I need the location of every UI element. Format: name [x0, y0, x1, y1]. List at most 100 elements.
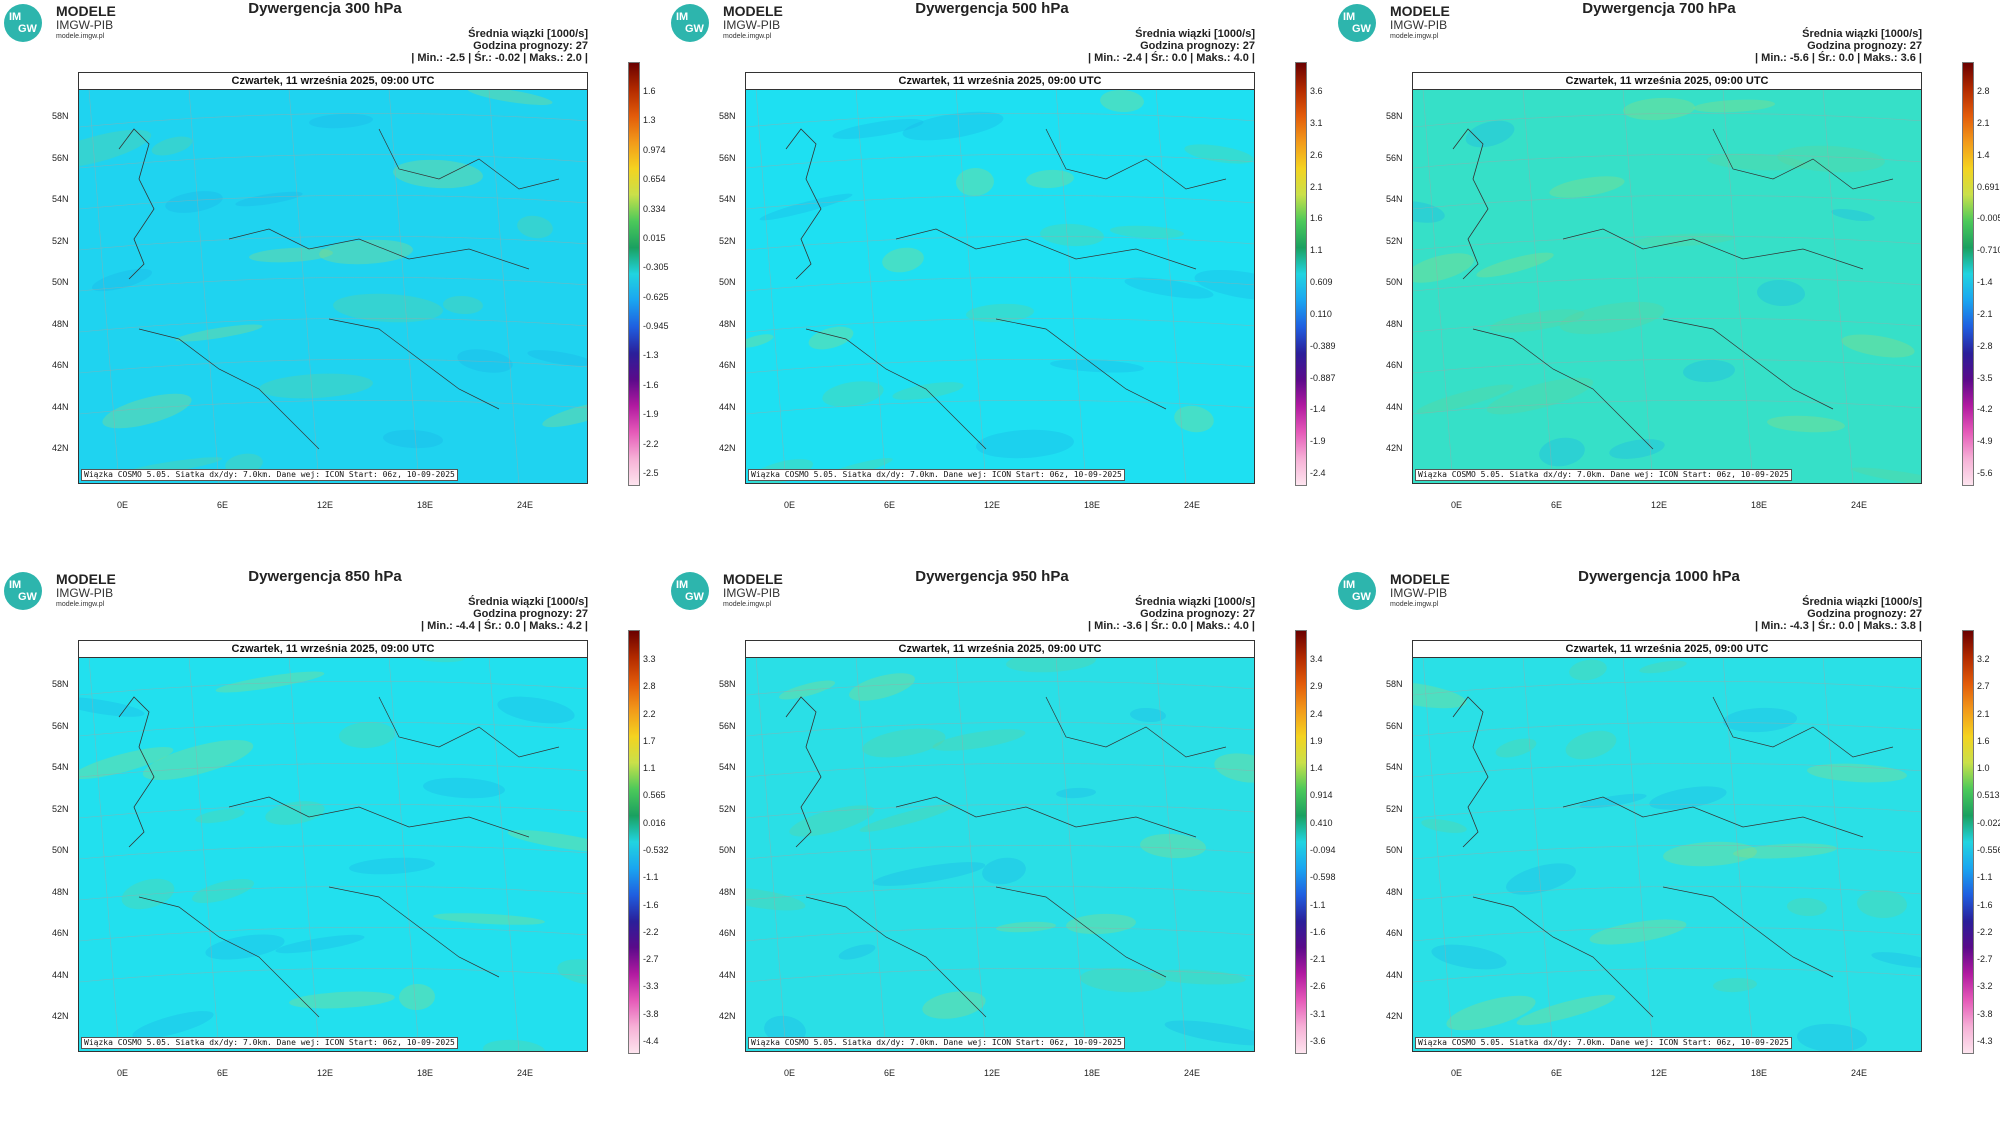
logo-circle-top: IM	[9, 11, 22, 23]
lat-label: 48N	[719, 318, 736, 329]
map-field	[79, 89, 587, 483]
lat-label: 44N	[1386, 401, 1403, 412]
colorbar-tick-label: 2.2	[643, 708, 656, 719]
lat-label: 50N	[1386, 277, 1403, 287]
lat-label: 42N	[52, 1011, 69, 1021]
colorbar-tick-label: 0.609	[1310, 277, 1333, 287]
colorbar-tick-label: 1.4	[1977, 149, 1990, 160]
colorbar	[628, 62, 640, 486]
lon-label: 18E	[1084, 500, 1101, 510]
lat-label: 46N	[719, 360, 736, 370]
lat-label: 48N	[52, 318, 69, 329]
lat-label: 46N	[719, 928, 736, 938]
colorbar	[1962, 630, 1974, 1054]
colorbar-tick-label: 3.6	[1310, 86, 1323, 96]
map-date-header: Czwartek, 11 września 2025, 09:00 UTC	[746, 641, 1254, 658]
lat-label: 54N	[719, 194, 736, 204]
colorbar-tick-label: -2.4	[1310, 468, 1326, 478]
colorbar-tick-label: 1.4	[1310, 763, 1323, 774]
logo-circle-icon: IM GW	[671, 4, 709, 42]
colorbar-tick-label: -1.9	[1310, 436, 1326, 447]
logo-line1: MODELE	[1390, 3, 1450, 19]
lat-label: 56N	[52, 152, 69, 163]
map-frame: Czwartek, 11 września 2025, 09:00 UTC Wią…	[745, 640, 1255, 1052]
lon-label: 24E	[1851, 1068, 1868, 1078]
lon-label: 18E	[417, 500, 434, 510]
logo-line3: modele.imgw.pl	[723, 601, 772, 608]
lat-label: 42N	[52, 443, 69, 453]
colorbar-tick-label: 0.015	[643, 232, 666, 243]
info-block: Średnia wiązki [1000/s] Godzina prognozy:…	[1088, 28, 1255, 64]
colorbar-tick-label: 1.6	[1310, 213, 1323, 224]
colorbar-tick-label: -1.9	[643, 409, 659, 420]
colorbar-tick-label: -2.1	[1977, 308, 1993, 319]
logo-circle-icon: IM GW	[1338, 4, 1376, 42]
lat-label: 44N	[52, 969, 69, 980]
lat-label: 52N	[1386, 803, 1403, 814]
lon-label: 18E	[417, 1068, 434, 1078]
colorbar-tick-label: -3.2	[1977, 981, 1993, 992]
lon-label: 24E	[1851, 500, 1868, 510]
colorbar-tick-label: -2.2	[1977, 926, 1993, 937]
lat-label: 50N	[719, 277, 736, 287]
lat-label: 54N	[1386, 194, 1403, 204]
colorbar	[1295, 630, 1307, 1054]
panel-title: Dywergencja 950 hPa	[915, 568, 1069, 585]
lat-label: 42N	[719, 443, 736, 453]
colorbar-tick-label: 0.410	[1310, 817, 1333, 828]
lon-label: 6E	[217, 1068, 229, 1078]
map-footer: Wiązka COSMO 5.05. Siatka dx/dy: 7.0km. …	[1415, 469, 1792, 481]
colorbar-tick-label: 0.016	[643, 817, 666, 828]
map-footer: Wiązka COSMO 5.05. Siatka dx/dy: 7.0km. …	[81, 469, 458, 481]
colorbar-tick-label: -2.5	[643, 468, 659, 478]
colorbar-tick-label: -1.1	[1977, 872, 1993, 883]
colorbar-tick-label: 0.110	[1310, 308, 1332, 319]
colorbar-tick-label: -2.8	[1977, 340, 1993, 351]
info-block: Średnia wiązki [1000/s] Godzina prognozy:…	[1755, 596, 1922, 632]
colorbar-tick-label: -4.2	[1977, 404, 1993, 415]
logo-circle-icon: IM GW	[1338, 572, 1376, 610]
logo-line1: MODELE	[1390, 571, 1450, 587]
map-footer: Wiązka COSMO 5.05. Siatka dx/dy: 7.0km. …	[748, 1037, 1125, 1049]
colorbar-tick-label: -3.1	[1310, 1008, 1326, 1019]
colorbar-tick-label: -2.1	[1310, 954, 1326, 965]
logo-circle-icon: IM GW	[4, 4, 42, 42]
logo-line2: IMGW-PIB	[723, 18, 781, 32]
map-frame: Czwartek, 11 września 2025, 09:00 UTC Wią…	[78, 72, 588, 484]
stats-line: | Min.: -2.5 | Śr.: -0.02 | Maks.: 2.0 |	[411, 52, 588, 64]
colorbar-tick-label: 3.4	[1310, 654, 1323, 664]
lat-label: 46N	[52, 360, 69, 370]
map-date-header: Czwartek, 11 września 2025, 09:00 UTC	[1413, 641, 1921, 658]
map-frame: Czwartek, 11 września 2025, 09:00 UTC Wią…	[78, 640, 588, 1052]
lat-label: 50N	[52, 845, 69, 855]
lat-label: 42N	[719, 1011, 736, 1021]
colorbar-tick-label: 2.1	[1977, 117, 1990, 128]
lon-label: 12E	[1651, 500, 1668, 510]
colorbar-tick-label: -0.625	[643, 291, 669, 302]
map-field	[746, 657, 1254, 1051]
colorbar-tick-label: 0.334	[643, 203, 666, 214]
colorbar	[628, 630, 640, 1054]
logo-line2: IMGW-PIB	[1390, 586, 1448, 600]
colorbar-tick-label: -0.305	[643, 262, 669, 273]
subtitle: Średnia wiązki [1000/s]	[1802, 28, 1922, 40]
lat-label: 46N	[1386, 928, 1403, 938]
lon-label: 24E	[1184, 500, 1201, 510]
lat-label: 50N	[52, 277, 69, 287]
colorbar-tick-label: -2.6	[1310, 981, 1326, 992]
lon-label: 0E	[1451, 500, 1463, 510]
map-date-header: Czwartek, 11 września 2025, 09:00 UTC	[79, 73, 587, 90]
logo-line2: IMGW-PIB	[56, 586, 114, 600]
lon-label: 6E	[1551, 500, 1563, 510]
colorbar-tick-label: 0.565	[643, 790, 666, 801]
subtitle: Średnia wiązki [1000/s]	[1802, 596, 1922, 608]
stats-line: | Min.: -4.3 | Śr.: 0.0 | Maks.: 3.8 |	[1755, 620, 1922, 632]
colorbar-tick-label: -0.945	[643, 321, 669, 332]
lon-label: 24E	[517, 1068, 534, 1078]
info-block: Średnia wiązki [1000/s] Godzina prognozy:…	[421, 596, 588, 632]
logo-circle-top: IM	[1343, 579, 1356, 591]
logo-circle-top: IM	[1343, 11, 1356, 23]
subtitle: Średnia wiązki [1000/s]	[468, 28, 588, 40]
lon-label: 18E	[1751, 1068, 1768, 1078]
lat-label: 46N	[52, 928, 69, 938]
